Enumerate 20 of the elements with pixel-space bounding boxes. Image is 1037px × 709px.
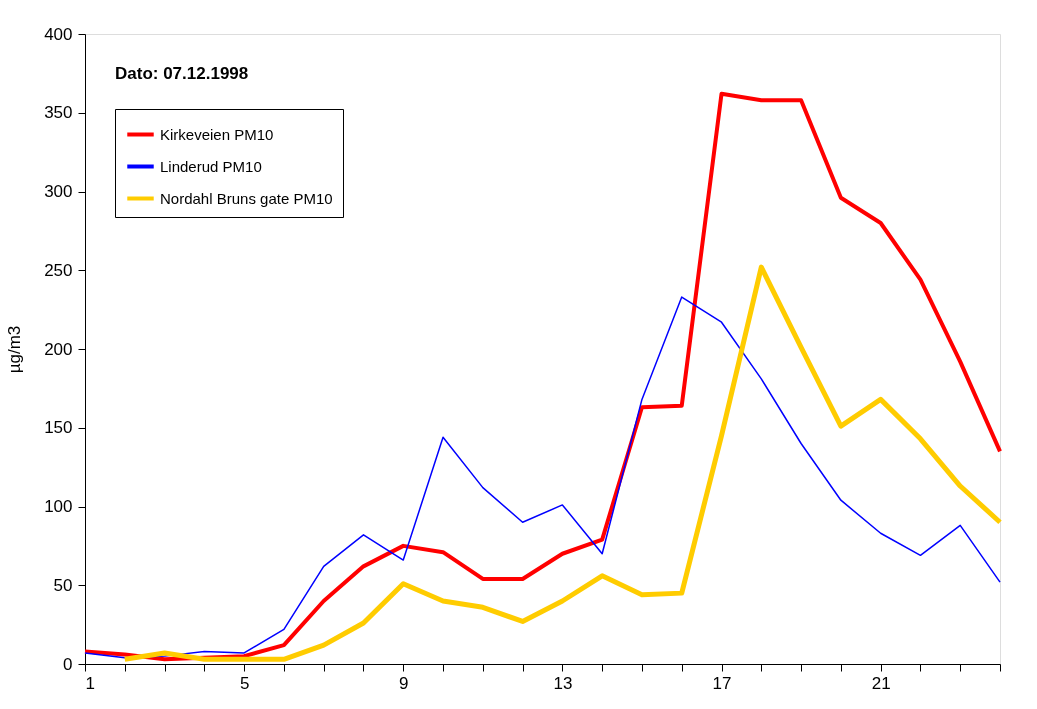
text: Dato: 07.12.1998: [115, 64, 249, 83]
y-tick-label: 300: [44, 182, 73, 201]
x-tick-label: 13: [553, 673, 573, 693]
y-tick-label: 400: [44, 24, 73, 44]
y-tick-label: 50: [53, 575, 73, 595]
x-tick-label: 21: [871, 673, 891, 693]
x-tick-label: 5: [239, 673, 250, 693]
x-tick-label: 9: [399, 673, 409, 693]
y-axis-title: µg/m3: [5, 325, 25, 374]
y-tick-label: 150: [44, 418, 73, 438]
y-tick-label: 350: [44, 103, 73, 123]
y-tick-label: 250: [44, 260, 73, 280]
x-tick-label: 1: [85, 673, 95, 693]
legend-label: Linderud PM10: [160, 157, 262, 175]
y-tick-label: 200: [44, 339, 73, 359]
x-tick-label: 17: [712, 673, 732, 693]
legend-label: Kirkeveien PM10: [160, 125, 274, 143]
y-tick-label: 100: [44, 497, 73, 516]
y-tick-label: 0: [63, 654, 73, 674]
legend-label: Nordahl Bruns gate PM10: [160, 189, 333, 207]
